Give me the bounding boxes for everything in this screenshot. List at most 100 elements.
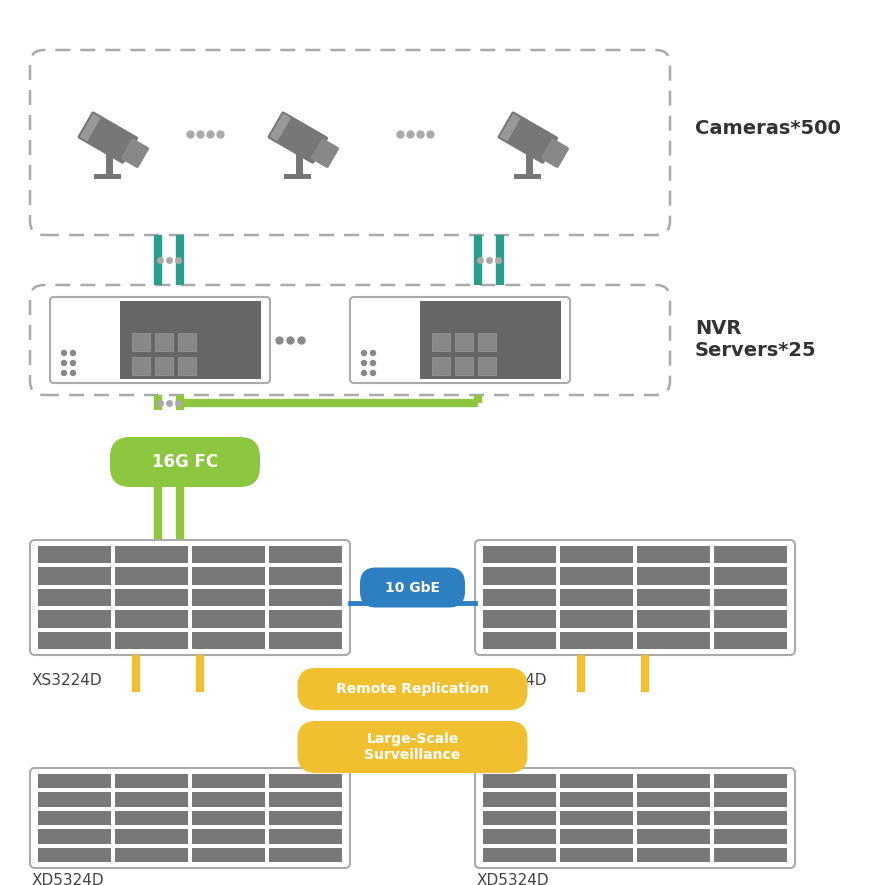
FancyBboxPatch shape [497,112,557,164]
Bar [559,632,633,649]
Bar [115,774,188,789]
Bar [478,357,496,375]
FancyBboxPatch shape [77,112,138,164]
Text: XD5324D: XD5324D [32,873,105,885]
Text: Cameras*500: Cameras*500 [695,119,840,138]
Bar [483,567,556,585]
Bar [191,589,265,606]
Bar [178,333,196,351]
Bar [483,829,556,843]
Bar [94,173,120,180]
FancyBboxPatch shape [297,721,527,773]
Bar [38,774,111,789]
Bar [636,792,709,807]
Bar [115,546,188,564]
Bar [636,811,709,825]
Bar [431,357,450,375]
Bar [268,567,342,585]
Bar [713,589,786,606]
Bar [268,848,342,862]
Bar [713,829,786,843]
Bar [155,357,173,375]
Bar [636,632,709,649]
Text: XS1224D: XS1224D [477,673,547,688]
Bar [559,774,633,789]
Bar [80,113,101,142]
Bar [191,792,265,807]
Bar [268,589,342,606]
Bar [636,589,709,606]
Bar [191,567,265,585]
Text: NVR
Servers*25: NVR Servers*25 [695,319,816,360]
FancyBboxPatch shape [350,297,570,383]
Bar [191,546,265,564]
Circle shape [61,371,66,375]
Bar [636,774,709,789]
FancyBboxPatch shape [30,768,350,868]
FancyBboxPatch shape [50,297,269,383]
Bar [120,301,260,379]
Bar [296,152,302,178]
FancyBboxPatch shape [120,139,149,168]
Bar [115,829,188,843]
Bar [268,774,342,789]
Bar [713,792,786,807]
Bar [115,610,188,627]
Bar [115,632,188,649]
Bar [713,811,786,825]
FancyBboxPatch shape [268,112,328,164]
Bar [455,333,473,351]
Bar [191,610,265,627]
Bar [115,848,188,862]
Circle shape [70,360,75,366]
Bar [268,811,342,825]
Bar [115,589,188,606]
Circle shape [61,360,66,366]
Text: XD5324D: XD5324D [477,873,549,885]
Bar [559,792,633,807]
Bar [431,333,450,351]
Bar [191,829,265,843]
Bar [38,829,111,843]
Circle shape [361,371,366,375]
Circle shape [70,350,75,356]
Bar [559,546,633,564]
Text: Remote Replication: Remote Replication [336,682,488,696]
Bar [636,610,709,627]
Bar [115,567,188,585]
Bar [713,546,786,564]
Text: 10 GbE: 10 GbE [385,581,439,595]
Bar [38,792,111,807]
Bar [191,632,265,649]
Bar [38,848,111,862]
Bar [268,829,342,843]
Bar [132,357,151,375]
Circle shape [370,360,375,366]
Circle shape [370,350,375,356]
Bar [420,301,561,379]
Bar [38,632,111,649]
Circle shape [70,371,75,375]
Bar [483,610,556,627]
Circle shape [370,371,375,375]
Bar [178,357,196,375]
Bar [284,173,310,180]
Bar [483,589,556,606]
Circle shape [61,350,66,356]
Bar [636,848,709,862]
Bar [191,774,265,789]
Bar [713,567,786,585]
Bar [268,546,342,564]
Bar [513,173,540,180]
Bar [478,333,496,351]
Bar [191,848,265,862]
Bar [636,829,709,843]
Text: Large-Scale
Surveillance: Large-Scale Surveillance [364,732,460,762]
FancyBboxPatch shape [540,139,569,168]
Circle shape [361,360,366,366]
FancyBboxPatch shape [110,437,260,487]
Circle shape [361,350,366,356]
Bar [132,333,151,351]
Bar [38,811,111,825]
Bar [115,792,188,807]
